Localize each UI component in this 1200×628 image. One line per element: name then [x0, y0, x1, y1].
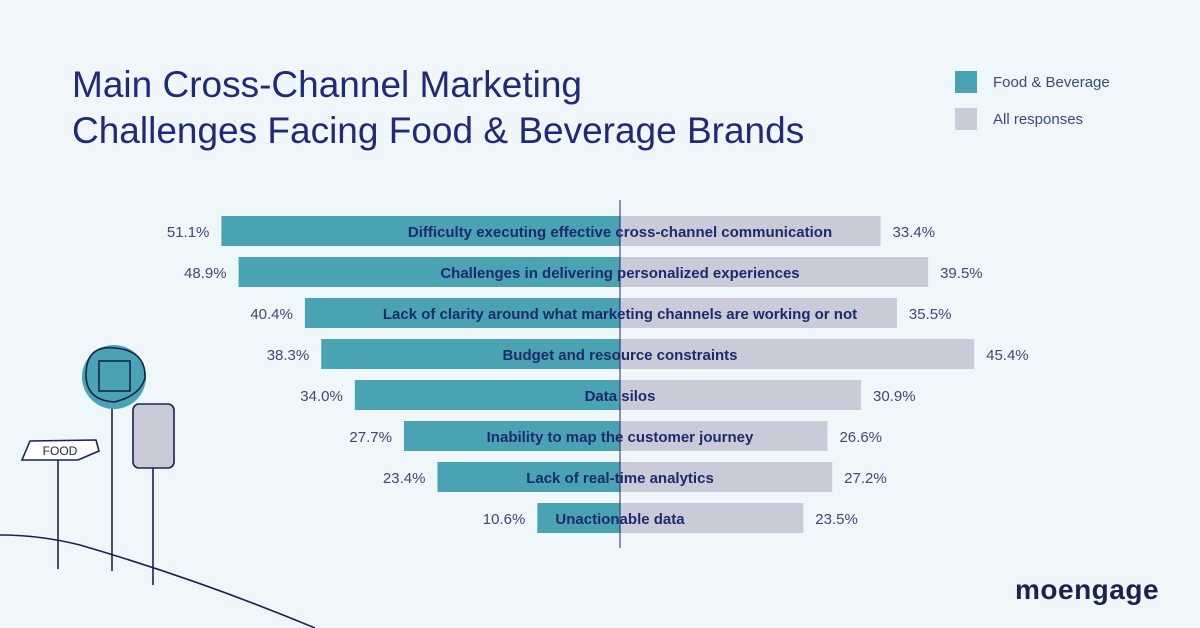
category-label: Lack of clarity around what marketing ch… — [383, 306, 857, 323]
value-label-food-beverage: 10.6% — [483, 511, 526, 528]
bar-food-beverage — [537, 503, 620, 533]
value-label-all-responses: 27.2% — [844, 470, 887, 487]
value-label-food-beverage: 48.9% — [184, 265, 227, 282]
legend-swatch — [955, 71, 977, 93]
category-label: Difficulty executing effective cross-cha… — [408, 224, 832, 241]
legend-label: All responses — [993, 110, 1084, 128]
title-line-2: Challenges Facing Food & Beverage Brands — [72, 110, 805, 151]
value-label-all-responses: 33.4% — [893, 224, 936, 241]
value-label-all-responses: 45.4% — [986, 347, 1029, 364]
value-label-food-beverage: 23.4% — [383, 470, 426, 487]
value-label-food-beverage: 38.3% — [267, 347, 310, 364]
value-label-all-responses: 35.5% — [909, 306, 952, 323]
category-label: Unactionable data — [555, 511, 685, 528]
value-label-food-beverage: 40.4% — [250, 306, 293, 323]
value-label-all-responses: 39.5% — [940, 265, 983, 282]
bar-all-responses — [620, 339, 975, 369]
bar-food-beverage — [354, 380, 620, 410]
chart-title: Main Cross-Channel Marketing Challenges … — [72, 62, 804, 154]
legend-swatch — [955, 108, 977, 130]
bar-all-responses — [620, 257, 929, 287]
bar-all-responses — [620, 503, 804, 533]
bar-food-beverage — [321, 339, 620, 369]
value-label-all-responses: 23.5% — [815, 511, 858, 528]
legend-item-food-beverage: Food & Beverage — [955, 71, 1110, 93]
category-label: Challenges in delivering personalized ex… — [440, 265, 799, 282]
food-sign — [20, 439, 100, 461]
bar-all-responses — [620, 380, 862, 410]
moengage-logo: moengage — [1015, 574, 1160, 605]
value-label-all-responses: 30.9% — [873, 388, 916, 405]
value-label-food-beverage: 51.1% — [167, 224, 210, 241]
food-sign-text: FOOD — [43, 444, 78, 458]
bar-all-responses — [620, 216, 881, 246]
signpost-illustration: FOOD — [0, 345, 316, 628]
category-label: Lack of real-time analytics — [526, 470, 714, 487]
bar-food-beverage — [403, 421, 620, 451]
bar-food-beverage — [304, 298, 620, 328]
bar-food-beverage — [437, 462, 620, 492]
value-label-food-beverage: 27.7% — [349, 429, 392, 446]
value-label-food-beverage: 34.0% — [300, 388, 343, 405]
bar-food-beverage — [221, 216, 621, 246]
bar-all-responses — [620, 462, 833, 492]
round-sign-outline — [85, 346, 146, 403]
bar-food-beverage — [238, 257, 620, 287]
hill-line — [0, 534, 316, 628]
square-icon — [98, 360, 131, 392]
bar-all-responses — [620, 298, 897, 328]
category-label: Budget and resource constraints — [502, 347, 737, 364]
legend-label: Food & Beverage — [993, 73, 1110, 91]
bar-all-responses — [620, 421, 828, 451]
legend-item-all-responses: All responses — [955, 108, 1083, 130]
category-label: Inability to map the customer journey — [487, 429, 754, 446]
rect-sign — [132, 403, 175, 469]
title-line-1: Main Cross-Channel Marketing — [72, 64, 582, 105]
value-label-all-responses: 26.6% — [839, 429, 882, 446]
category-label: Data silos — [585, 388, 656, 405]
